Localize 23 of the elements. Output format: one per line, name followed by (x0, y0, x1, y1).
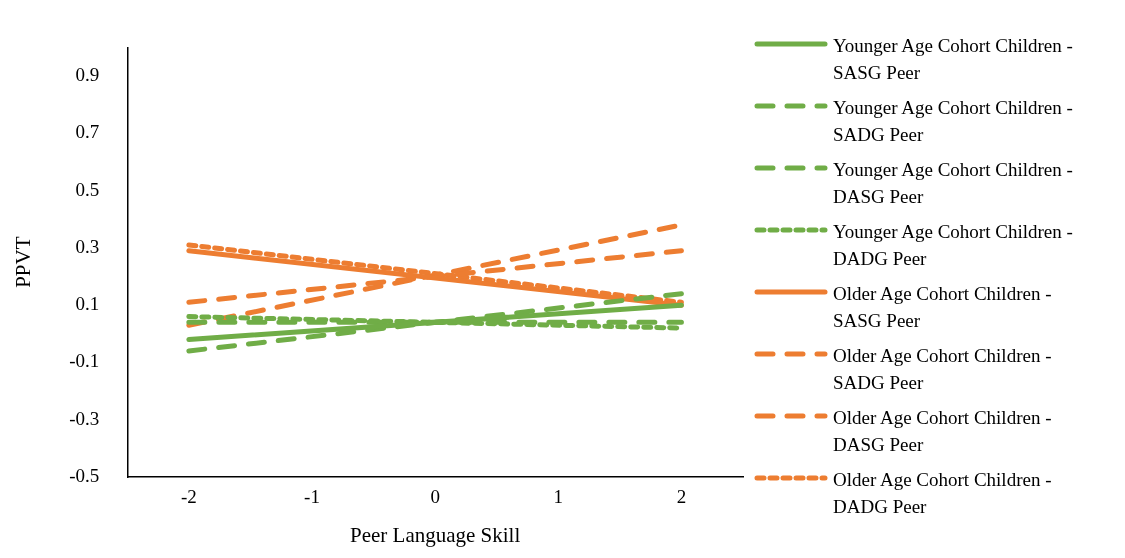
legend-label: Older Age Cohort Children - SADG Peer (833, 343, 1053, 395)
y-tick-label: -0.1 (69, 350, 100, 372)
x-tick-label: -2 (180, 486, 197, 508)
x-tick-label: 0 (430, 486, 440, 508)
y-axis-title: PPVT (11, 236, 36, 288)
x-tick-label: -1 (304, 486, 320, 508)
x-axis-title: Peer Language Skill (349, 522, 521, 547)
y-tick-label: 0.7 (75, 121, 100, 143)
y-tick-label: 0.3 (75, 235, 100, 257)
legend-label: Younger Age Cohort Children - SADG Peer (833, 95, 1074, 147)
x-tick-label: 2 (676, 486, 687, 508)
y-tick-label: 0.9 (75, 64, 100, 86)
y-tick-label: -0.5 (69, 464, 100, 486)
legend-label: Younger Age Cohort Children - SASG Peer (833, 33, 1074, 85)
y-tick-label: 0.1 (75, 293, 100, 315)
x-tick-label: 1 (553, 486, 564, 508)
legend-label: Younger Age Cohort Children - DASG Peer (833, 157, 1074, 209)
y-tick-label: 0.5 (75, 178, 100, 200)
legend-label: Older Age Cohort Children - DASG Peer (833, 405, 1053, 457)
y-tick-label: -0.3 (69, 407, 100, 429)
legend-label: Older Age Cohort Children - DADG Peer (833, 467, 1053, 519)
legend-label: Older Age Cohort Children - SASG Peer (833, 281, 1053, 333)
legend-label: Younger Age Cohort Children - DADG Peer (833, 219, 1074, 271)
